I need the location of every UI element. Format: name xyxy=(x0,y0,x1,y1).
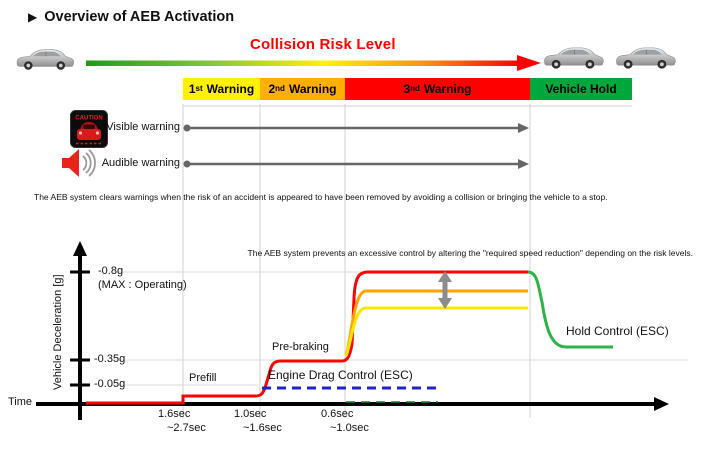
segment-vehicle-hold: Vehicle Hold xyxy=(530,78,632,100)
caution-icon-text: CAUTION xyxy=(75,116,102,122)
variation-double-arrow-icon xyxy=(438,271,452,309)
ytick-mid: -0.35g xyxy=(94,353,126,365)
engine-drag-control-label: Engine Drag Control (ESC) xyxy=(268,368,413,382)
y-axis xyxy=(70,241,90,420)
visible-warning-arrow xyxy=(183,123,529,133)
triangle-bullet-icon: ▶ xyxy=(28,10,38,24)
speaker-audible-warning-icon xyxy=(62,149,96,177)
prefill-label: Prefill xyxy=(189,372,217,384)
note-prevent-excessive-control: The AEB system prevents an excessive con… xyxy=(247,248,693,258)
time-axis-label: Time xyxy=(8,396,33,408)
collision-risk-level-label: Collision Risk Level xyxy=(250,36,396,53)
prebraking-label: Pre-braking xyxy=(272,341,329,353)
note-clear-warnings: The AEB system clears warnings when the … xyxy=(34,192,608,202)
y-axis-label: Vehicle Deceleration [g] xyxy=(52,274,64,390)
ytick-max: -0.8g xyxy=(98,265,124,277)
xtick-0-6sec: 0.6sec ~1.0sec xyxy=(321,408,369,434)
car-icon xyxy=(615,47,676,70)
hold-control-label: Hold Control (ESC) xyxy=(566,324,669,338)
page-title: ▶ Overview of AEB Activation xyxy=(28,9,235,25)
xtick-1-6sec: 1.6sec ~2.7sec xyxy=(158,408,206,434)
car-icon xyxy=(543,47,604,70)
vertical-gridlines xyxy=(182,104,632,418)
audible-warning-label: Audible warning xyxy=(101,157,180,169)
visible-warning-label: Visible warning xyxy=(106,121,180,133)
ytick-low: -0.05g xyxy=(94,378,126,390)
deceleration-curve-yellow xyxy=(344,306,528,357)
xtick-1-0sec: 1.0sec ~1.6sec xyxy=(234,408,282,434)
deceleration-curve-orange xyxy=(344,289,528,357)
risk-gradient-arrow xyxy=(86,55,541,71)
caution-visual-warning-icon: CAUTION xyxy=(70,110,108,148)
audible-warning-arrow xyxy=(183,159,529,169)
car-icon xyxy=(16,49,75,71)
hold-control-curve-green xyxy=(527,270,613,349)
deceleration-curve-red xyxy=(86,270,528,405)
ytick-max-note: (MAX : Operating) xyxy=(98,279,187,291)
